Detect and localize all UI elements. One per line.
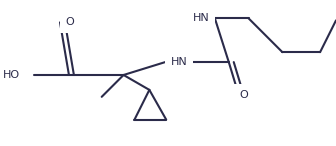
Text: HN: HN xyxy=(193,13,209,23)
Text: HN: HN xyxy=(171,57,187,67)
Text: HO: HO xyxy=(3,70,20,80)
Text: O: O xyxy=(239,90,248,100)
Text: O: O xyxy=(66,17,74,27)
